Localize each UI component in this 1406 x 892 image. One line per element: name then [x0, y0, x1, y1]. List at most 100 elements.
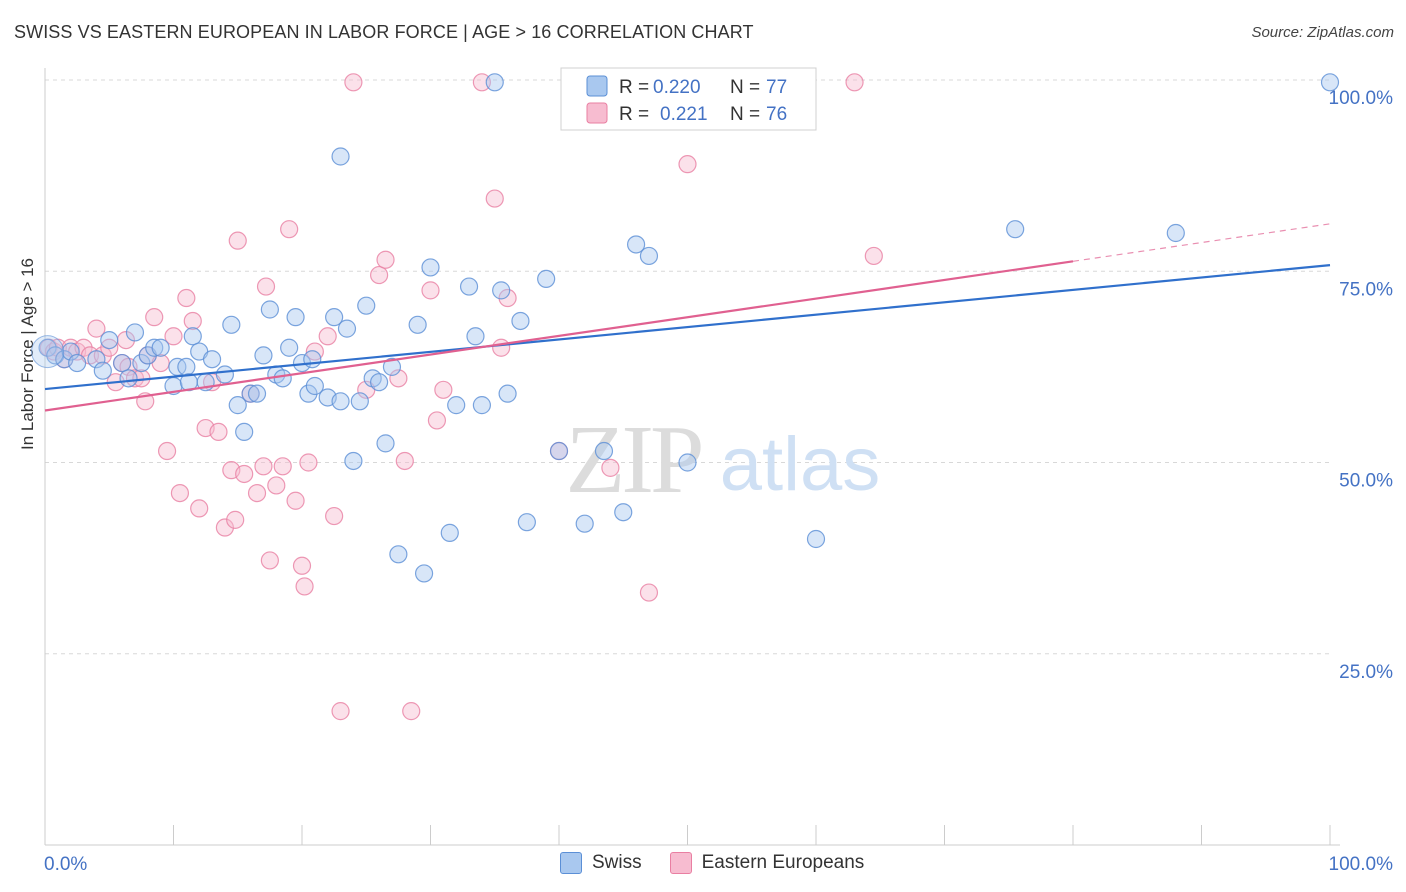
ee-point	[485, 189, 504, 208]
ee-point	[267, 476, 286, 495]
swiss-point	[639, 246, 659, 266]
swiss-point	[421, 258, 440, 277]
swiss-point	[305, 376, 324, 396]
swiss-point	[498, 384, 517, 403]
swiss-point	[235, 422, 254, 441]
legend-swiss-r-value: 0.220	[653, 77, 701, 98]
ee-point	[145, 308, 164, 327]
swiss-point	[112, 353, 132, 373]
swiss-point	[485, 73, 504, 92]
ee-point	[299, 453, 318, 472]
swiss-point	[331, 392, 350, 411]
swiss-point	[145, 338, 164, 357]
ee-point	[318, 327, 337, 346]
swiss-point	[125, 323, 145, 342]
trend-lines	[44, 223, 1331, 412]
swiss-point	[614, 503, 633, 522]
swiss-point	[389, 545, 408, 564]
ee-point	[273, 457, 292, 476]
ee-point	[639, 583, 659, 602]
x-tick-label-min: 0.0%	[44, 854, 87, 875]
swiss-point	[626, 235, 646, 254]
swiss-point	[376, 434, 395, 453]
ee-point	[492, 338, 511, 357]
swiss-point	[228, 396, 247, 415]
legend-swiss-n-label: N =	[730, 77, 760, 98]
trend-line-swiss	[44, 264, 1331, 391]
x-tick-labels: 0.0% 100.0%	[44, 854, 1393, 875]
ee-point	[472, 73, 491, 92]
swiss-point	[119, 369, 138, 388]
ee-point	[235, 464, 254, 484]
swiss-point	[183, 327, 202, 346]
chart-title: SWISS VS EASTERN EUROPEAN IN LABOR FORCE…	[14, 22, 754, 42]
swiss-point	[357, 296, 376, 315]
legend-swiss-n-value: 77	[766, 77, 787, 98]
legend-swiss-r-label: R =	[619, 77, 649, 98]
swiss-point	[87, 350, 106, 369]
ee-point	[177, 288, 196, 308]
legend-label-ee: Eastern Europeans	[701, 852, 865, 873]
ee-point	[100, 338, 119, 357]
swiss-point	[511, 311, 530, 331]
y-tick-label: 25.0%	[1339, 662, 1393, 683]
swiss-point	[273, 369, 292, 388]
legend-swatch-ee	[586, 102, 608, 124]
swiss-point	[575, 514, 594, 533]
ee-point	[402, 702, 421, 721]
swiss-point	[337, 319, 357, 338]
x-tick-label-max: 100.0%	[1329, 854, 1394, 875]
ee-point	[254, 457, 273, 476]
legend-item-ee[interactable]: Eastern Europeans	[669, 852, 865, 874]
series-swiss	[31, 73, 1340, 583]
ee-point	[286, 491, 305, 510]
swiss-cluster-point	[31, 335, 65, 369]
swiss-point	[414, 564, 434, 583]
ee-point	[157, 441, 177, 461]
legend-ee-n-value: 76	[766, 104, 787, 125]
legend-ee-r-value: 0.221	[660, 104, 708, 125]
ee-point	[389, 369, 408, 388]
ee-point	[395, 451, 414, 471]
ee-point	[183, 311, 202, 331]
swiss-point	[331, 147, 350, 166]
swiss-point	[459, 277, 479, 296]
swiss-point	[177, 357, 196, 376]
ee-point	[228, 231, 247, 250]
swiss-point	[466, 327, 485, 346]
swiss-point	[1320, 73, 1340, 92]
ee-point	[260, 551, 279, 570]
ee-point	[226, 510, 245, 529]
ee-point	[421, 281, 440, 300]
swiss-point	[370, 373, 389, 392]
source-label: Source: ZipAtlas.com	[1251, 24, 1394, 41]
ee-point	[434, 380, 453, 399]
swiss-point	[408, 315, 427, 334]
swiss-point	[222, 315, 241, 334]
ee-point	[601, 458, 620, 477]
swiss-point	[1166, 223, 1185, 243]
series-legend: Swiss Eastern Europeans	[560, 852, 882, 874]
ee-point	[370, 265, 389, 285]
ee-point	[678, 155, 697, 174]
swiss-point	[440, 523, 459, 542]
swiss-point	[100, 331, 119, 350]
watermark-zip: ZIP	[566, 406, 701, 514]
ee-point	[164, 327, 183, 346]
ee-point	[292, 556, 312, 575]
y-tick-labels: 100.0% 75.0% 50.0% 25.0%	[1329, 88, 1394, 683]
y-tick-label: 100.0%	[1329, 88, 1394, 109]
swiss-point	[382, 357, 402, 376]
swiss-point	[517, 513, 536, 532]
axes	[44, 68, 1340, 846]
legend-item-swiss[interactable]: Swiss	[560, 852, 642, 874]
ee-point	[170, 484, 190, 503]
swiss-point	[594, 441, 614, 461]
legend-ee-n-label: N =	[730, 104, 760, 125]
legend-label-swiss: Swiss	[592, 852, 642, 873]
swiss-point	[492, 281, 511, 300]
swiss-point	[537, 269, 556, 288]
swiss-point	[344, 451, 363, 471]
swiss-point	[549, 441, 569, 461]
